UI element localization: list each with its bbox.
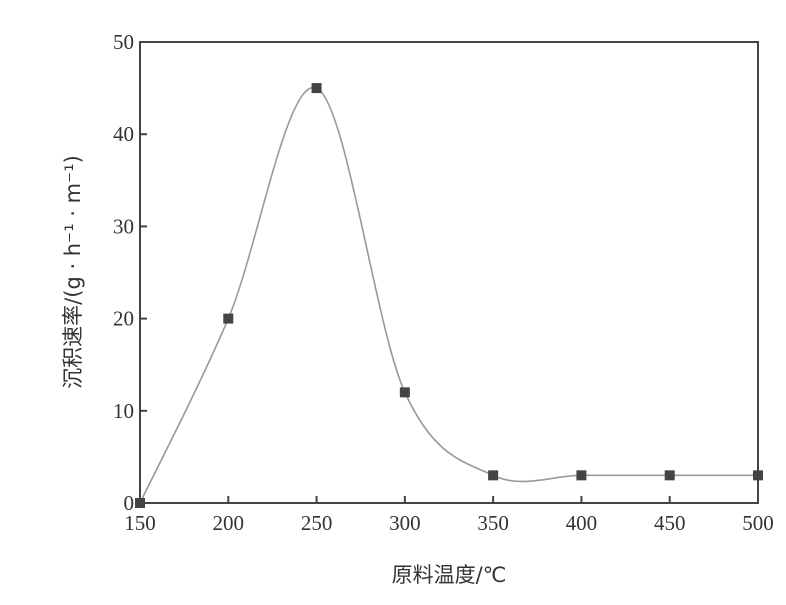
y-axis-label: 沉积速率/(g · h⁻¹ · m⁻¹) [61,155,85,389]
data-point [135,498,145,508]
data-point [576,470,587,481]
y-tick-label: 0 [124,491,135,515]
y-tick-label: 10 [113,399,134,423]
x-tick-label: 250 [301,511,333,535]
data-point [223,313,234,324]
plot-frame [139,41,759,504]
x-tick-label: 450 [654,511,686,535]
x-tick-label: 200 [213,511,245,535]
data-point [488,470,499,481]
x-tick-label: 400 [566,511,598,535]
x-tick-label: 150 [124,511,156,535]
data-point [399,387,410,398]
x-tick-label: 500 [742,511,774,535]
x-tick-label: 300 [389,511,421,535]
data-point [753,470,763,481]
x-axis-label: 原料温度/℃ [392,563,507,587]
fit-curve [139,87,758,504]
x-tick-label: 350 [477,511,509,535]
y-tick-label: 30 [113,214,134,238]
data-point [664,470,675,481]
data-point [311,83,322,94]
y-tick-label: 20 [113,307,134,331]
y-tick-label: 40 [113,122,134,146]
y-tick-label: 50 [113,30,134,54]
